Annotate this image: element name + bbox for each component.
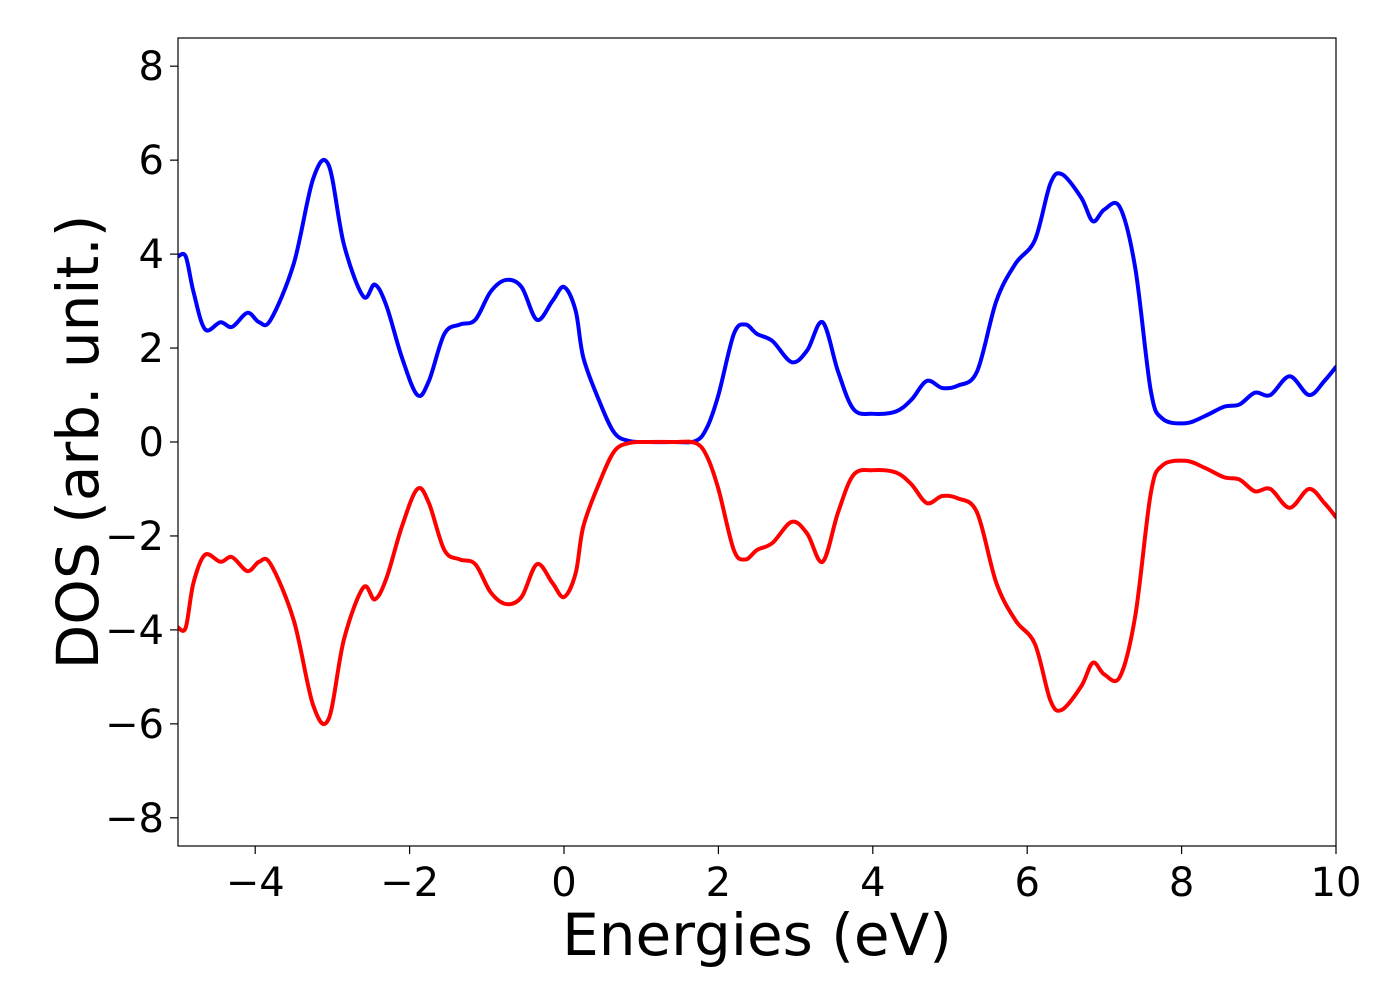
x-tick-label: 4 <box>860 860 885 906</box>
dos-series-line-red <box>178 439 1336 726</box>
x-tick-label: −4 <box>226 860 285 906</box>
y-axis-ticks: −8 −6 −4 −2 0 2 4 6 8 <box>105 44 178 842</box>
x-axis-ticks: −4 −2 0 2 4 6 8 10 <box>226 846 1362 906</box>
x-tick-label: 6 <box>1014 860 1039 906</box>
y-tick-label: 6 <box>139 138 164 184</box>
y-tick-label: −6 <box>105 702 164 748</box>
plot-frame <box>177 37 1337 847</box>
y-tick-label: 2 <box>139 326 164 372</box>
x-axis-title: Energies (eV) <box>562 901 952 969</box>
y-tick-label: 8 <box>139 44 164 90</box>
y-tick-label: 4 <box>139 232 164 278</box>
dos-series-line-blue <box>178 158 1336 445</box>
y-tick-label: −8 <box>105 796 164 842</box>
y-axis-title: DOS (arb. unit.) <box>44 215 112 670</box>
x-tick-label: 8 <box>1169 860 1194 906</box>
y-tick-label: 0 <box>139 420 164 466</box>
y-tick-label: −2 <box>105 514 164 560</box>
y-tick-label: −4 <box>105 608 164 654</box>
x-tick-label: 10 <box>1311 860 1362 906</box>
x-tick-label: 2 <box>706 860 731 906</box>
x-tick-label: −2 <box>380 860 439 906</box>
x-tick-label: 0 <box>551 860 576 906</box>
series-layer <box>178 158 1336 726</box>
